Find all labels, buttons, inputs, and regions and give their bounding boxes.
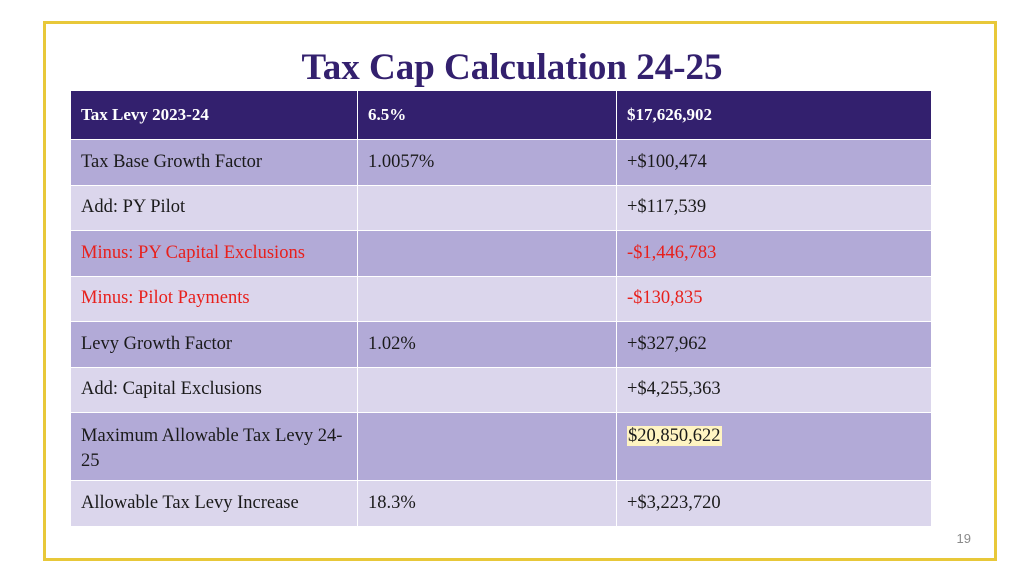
row-amount-cell: $20,850,622 — [616, 412, 932, 481]
table-row: Levy Growth Factor 1.02% +$327,962 — [70, 321, 932, 368]
row-rate-cell — [357, 184, 617, 231]
table-row: Minus: PY Capital Exclusions -$1,446,783 — [70, 230, 932, 277]
row-rate-cell: 1.0057% — [357, 139, 617, 186]
table-row: Add: PY Pilot +$117,539 — [70, 184, 932, 231]
row-amount-cell: +$100,474 — [616, 139, 932, 186]
table-row: Maximum Allowable Tax Levy 24-25 $20,850… — [70, 412, 932, 481]
row-rate-cell: 18.3% — [357, 480, 617, 527]
row-rate-cell — [357, 366, 617, 413]
row-label-cell: Add: Capital Exclusions — [70, 366, 358, 413]
row-label-cell: Levy Growth Factor — [70, 321, 358, 368]
row-label-cell: Minus: Pilot Payments — [70, 275, 358, 322]
row-label-cell: Allowable Tax Levy Increase — [70, 480, 358, 527]
tax-cap-table: Tax Levy 2023-24 6.5% $17,626,902 Tax Ba… — [70, 90, 932, 527]
row-amount-cell: +$4,255,363 — [616, 366, 932, 413]
row-label-cell: Tax Base Growth Factor — [70, 139, 358, 186]
row-amount-cell: -$130,835 — [616, 275, 932, 322]
slide-title: Tax Cap Calculation 24-25 — [301, 47, 723, 88]
row-amount-cell: +$117,539 — [616, 184, 932, 231]
page-number: 19 — [956, 531, 971, 546]
row-label-cell: Minus: PY Capital Exclusions — [70, 230, 358, 277]
row-label-cell: Maximum Allowable Tax Levy 24-25 — [70, 412, 358, 481]
row-amount-cell: -$1,446,783 — [616, 230, 932, 277]
table-row: Allowable Tax Levy Increase 18.3% +$3,22… — [70, 480, 932, 527]
table-header-row: Tax Levy 2023-24 6.5% $17,626,902 — [70, 90, 932, 140]
header-amount-cell: $17,626,902 — [616, 90, 932, 140]
row-amount-cell: +$3,223,720 — [616, 480, 932, 527]
header-rate-cell: 6.5% — [357, 90, 617, 140]
table-row: Add: Capital Exclusions +$4,255,363 — [70, 366, 932, 413]
row-rate-cell — [357, 230, 617, 277]
slide-frame — [43, 21, 997, 561]
header-label-cell: Tax Levy 2023-24 — [70, 90, 358, 140]
row-rate-cell — [357, 412, 617, 481]
row-amount-cell: +$327,962 — [616, 321, 932, 368]
row-rate-cell: 1.02% — [357, 321, 617, 368]
row-label-cell: Add: PY Pilot — [70, 184, 358, 231]
highlighted-amount: $20,850,622 — [627, 426, 722, 446]
table-row: Minus: Pilot Payments -$130,835 — [70, 275, 932, 322]
row-rate-cell — [357, 275, 617, 322]
table-row: Tax Base Growth Factor 1.0057% +$100,474 — [70, 139, 932, 186]
